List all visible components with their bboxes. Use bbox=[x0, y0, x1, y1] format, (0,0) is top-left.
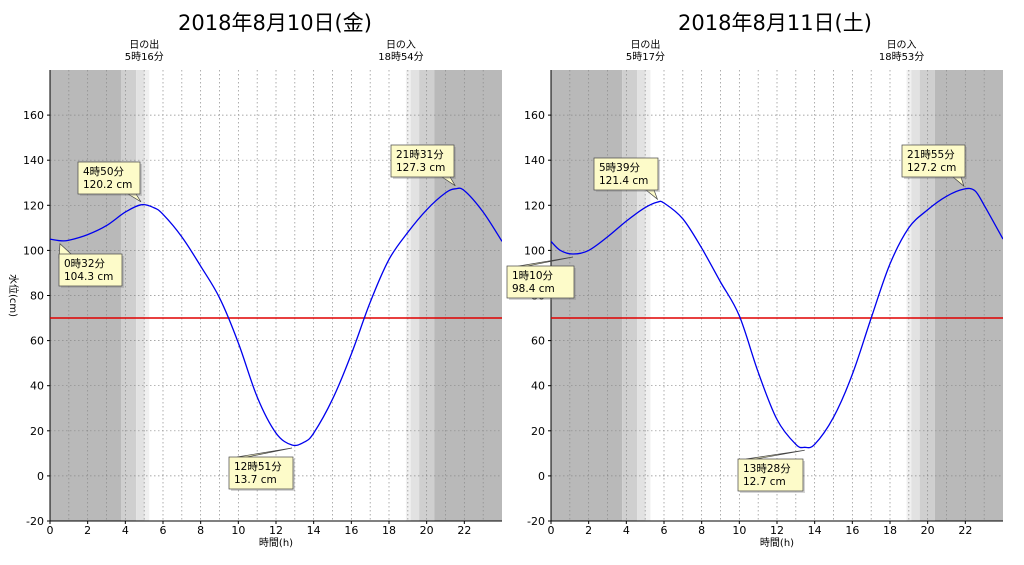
callout-value: 121.4 cm bbox=[599, 175, 648, 187]
night-band-evening bbox=[434, 70, 502, 521]
y-tick-label: 60 bbox=[30, 335, 44, 348]
x-tick-label: 2 bbox=[84, 524, 91, 537]
y-tick-label: 160 bbox=[524, 109, 545, 122]
y-tick-label: 0 bbox=[37, 470, 44, 483]
callout-time: 21時31分 bbox=[396, 149, 444, 161]
callout-value: 120.2 cm bbox=[83, 179, 132, 191]
x-tick-label: 18 bbox=[883, 524, 897, 537]
sunrise-time: 5時17分 bbox=[626, 51, 665, 63]
y-tick-label: 140 bbox=[524, 154, 545, 167]
callout-value: 127.2 cm bbox=[907, 162, 956, 174]
y-tick-label: 40 bbox=[531, 380, 545, 393]
x-tick-label: 10 bbox=[732, 524, 746, 537]
x-tick-label: 6 bbox=[160, 524, 167, 537]
x-tick-label: 14 bbox=[307, 524, 321, 537]
y-tick-label: 100 bbox=[23, 244, 44, 257]
x-tick-label: 4 bbox=[623, 524, 630, 537]
callout-box bbox=[77, 161, 141, 195]
tide-chart-2: 2018年8月11日(土)日の出5時17分日の入18時53分-200204060… bbox=[506, 11, 1003, 549]
chart-title: 2018年8月10日(金) bbox=[178, 11, 372, 35]
callout-time: 5時39分 bbox=[599, 162, 641, 174]
y-tick-label: 100 bbox=[524, 244, 545, 257]
x-tick-label: 8 bbox=[698, 524, 705, 537]
callout-value: 12.7 cm bbox=[743, 476, 786, 488]
x-tick-label: 20 bbox=[420, 524, 434, 537]
twilight-band bbox=[136, 70, 145, 521]
y-tick-label: -20 bbox=[26, 515, 44, 528]
sunset-label: 日の入 bbox=[887, 40, 917, 51]
sunrise-label: 日の出 bbox=[630, 38, 660, 51]
callout-time: 4時50分 bbox=[83, 166, 125, 178]
y-tick-label: 120 bbox=[524, 199, 545, 212]
x-tick-label: 4 bbox=[122, 524, 129, 537]
x-tick-label: 10 bbox=[231, 524, 245, 537]
callout-box bbox=[593, 157, 659, 191]
x-tick-label: 0 bbox=[47, 524, 54, 537]
callout-time: 21時55分 bbox=[907, 149, 955, 161]
x-axis-label: 時間(h) bbox=[259, 537, 293, 549]
tide-chart-1: 2018年8月10日(金)日の出5時16分日の入18時54分-200204060… bbox=[7, 11, 502, 549]
x-tick-label: 8 bbox=[197, 524, 204, 537]
y-tick-label: 120 bbox=[23, 199, 44, 212]
callout-value: 98.4 cm bbox=[512, 283, 555, 295]
y-tick-label: 20 bbox=[531, 425, 545, 438]
callout-box bbox=[506, 265, 575, 299]
tide-line bbox=[50, 187, 502, 447]
sunrise-time: 5時16分 bbox=[125, 51, 164, 63]
sunset-time: 18時54分 bbox=[378, 51, 423, 63]
x-axis-label: 時間(h) bbox=[760, 537, 794, 549]
sunset-time: 18時53分 bbox=[879, 51, 924, 63]
x-tick-label: 16 bbox=[344, 524, 358, 537]
x-tick-label: 16 bbox=[845, 524, 859, 537]
y-tick-label: 20 bbox=[30, 425, 44, 438]
x-tick-label: 2 bbox=[585, 524, 592, 537]
x-tick-label: 20 bbox=[921, 524, 935, 537]
y-tick-label: 140 bbox=[23, 154, 44, 167]
twilight-band bbox=[637, 70, 646, 521]
callout-time: 12時51分 bbox=[234, 461, 282, 473]
x-tick-label: 22 bbox=[958, 524, 972, 537]
x-tick-label: 12 bbox=[269, 524, 283, 537]
callout-value: 13.7 cm bbox=[234, 474, 277, 486]
x-tick-label: 6 bbox=[661, 524, 668, 537]
sunset-label: 日の入 bbox=[386, 40, 416, 51]
x-tick-label: 12 bbox=[770, 524, 784, 537]
callout-box bbox=[228, 456, 294, 490]
y-tick-label: 160 bbox=[23, 109, 44, 122]
x-tick-label: 22 bbox=[457, 524, 471, 537]
callout-value: 127.3 cm bbox=[396, 162, 445, 174]
y-tick-label: 60 bbox=[531, 335, 545, 348]
chart-title: 2018年8月11日(土) bbox=[678, 11, 872, 35]
callout-box bbox=[390, 144, 455, 178]
sunrise-label: 日の出 bbox=[129, 38, 159, 51]
callout-box bbox=[58, 253, 123, 287]
callout-box bbox=[901, 144, 966, 178]
x-tick-label: 14 bbox=[808, 524, 822, 537]
tide-line bbox=[551, 187, 1003, 449]
callout-box bbox=[737, 458, 804, 492]
night-band-evening bbox=[934, 70, 1003, 521]
callout-value: 104.3 cm bbox=[64, 271, 113, 283]
x-tick-label: 18 bbox=[382, 524, 396, 537]
callout-time: 1時10分 bbox=[512, 270, 554, 282]
twilight-band bbox=[405, 70, 411, 521]
night-band-morning bbox=[50, 70, 122, 521]
callout-time: 0時32分 bbox=[64, 258, 106, 270]
y-tick-label: 40 bbox=[30, 380, 44, 393]
y-tick-label: 80 bbox=[30, 290, 44, 303]
callout-time: 13時28分 bbox=[743, 463, 791, 475]
y-tick-label: -20 bbox=[527, 515, 545, 528]
y-tick-label: 0 bbox=[538, 470, 545, 483]
y-axis-label: 水位(cm) bbox=[7, 274, 20, 317]
x-tick-label: 0 bbox=[548, 524, 555, 537]
